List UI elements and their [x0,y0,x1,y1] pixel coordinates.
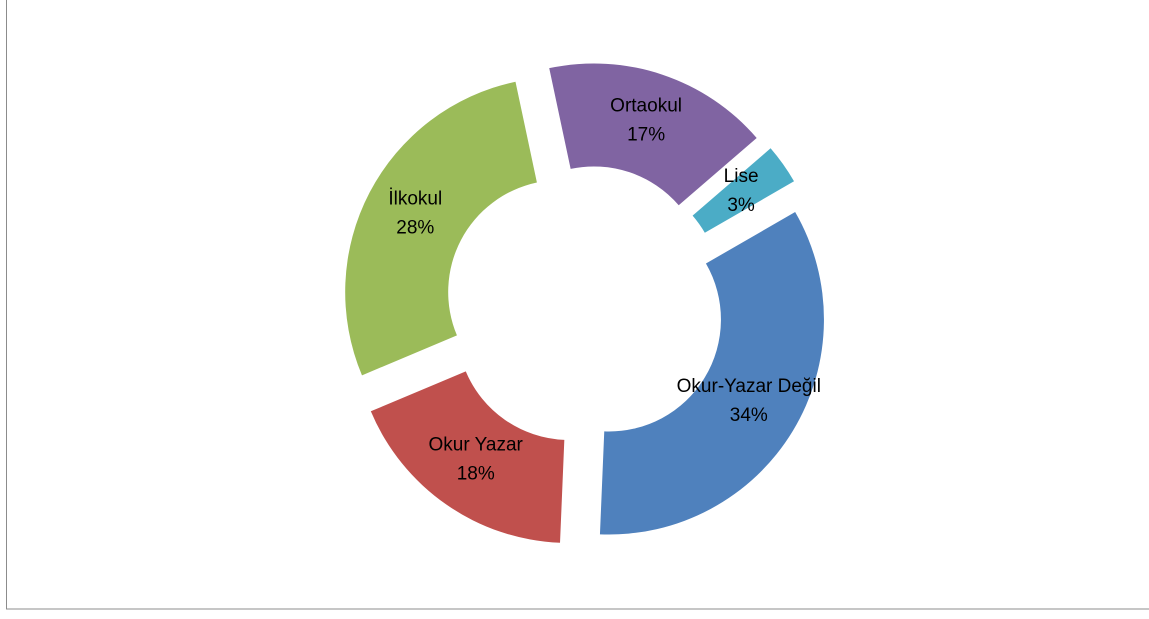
doughnut-segment [345,81,537,376]
data-label-category: Lise [724,166,759,187]
data-label-category: Ortaokul [610,96,682,117]
doughnut-segment [549,63,757,206]
data-label: Okur-Yazar Değil 34% [677,376,821,426]
data-label-category: Okur Yazar [429,434,524,455]
data-label: Lise 3% [724,166,759,216]
doughnut-segment [370,371,565,543]
data-label-category: İlkokul [388,188,442,209]
chart-frame [6,0,1149,610]
data-label: İlkokul 28% [388,188,442,238]
data-label-value: 34% [730,405,768,426]
doughnut-segment [692,148,795,233]
data-label-category: Okur-Yazar Değil [677,376,821,397]
data-label: Ortaokul 17% [610,96,682,146]
data-label-value: 18% [457,463,495,484]
data-label-value: 28% [396,217,434,238]
data-label-value: 17% [627,125,665,146]
data-label-value: 3% [727,195,755,216]
data-label: Okur Yazar 18% [429,434,524,484]
doughnut-segment [599,212,824,535]
